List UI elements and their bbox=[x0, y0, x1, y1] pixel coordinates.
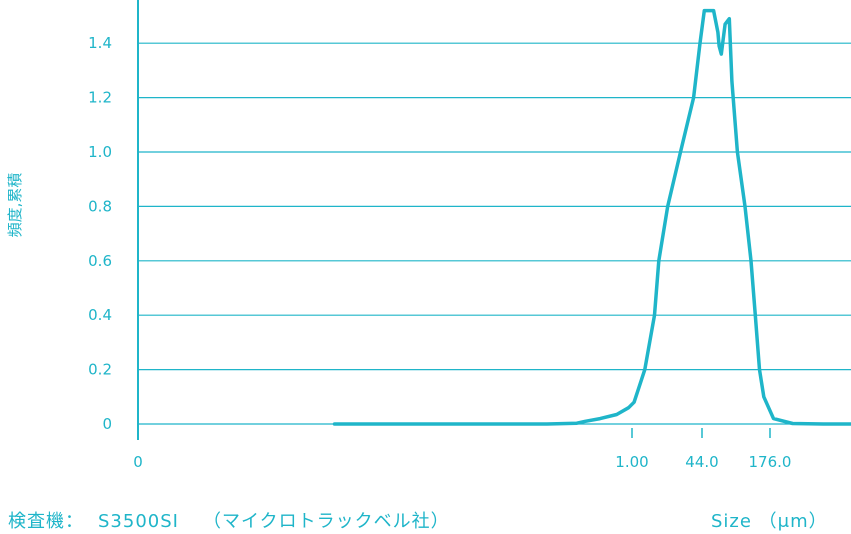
x-tick-label: 0 bbox=[133, 453, 143, 471]
tick-labels: 0 0.2 0.4 0.6 0.8 1.0 1.2 1.4 0 1.00 44.0 176.0 bbox=[88, 34, 791, 471]
instrument-model: S3500SI bbox=[98, 511, 179, 532]
y-tick-label: 0.6 bbox=[88, 252, 112, 270]
y-tick-label: 0 bbox=[102, 415, 112, 433]
instrument-label: 検査機： bbox=[8, 511, 84, 532]
x-tick-label: 176.0 bbox=[749, 453, 792, 471]
x-axis-label: Size （μm） bbox=[711, 511, 828, 532]
y-tick-label: 0.8 bbox=[88, 197, 112, 215]
y-tick-label: 1.4 bbox=[88, 34, 112, 52]
x-tick-marks bbox=[631, 428, 771, 438]
y-tick-label: 0.4 bbox=[88, 306, 112, 324]
instrument-maker: （マイクロトラックベル社） bbox=[202, 511, 450, 532]
instrument-note: 検査機： S3500SI （マイクロトラックベル社） bbox=[8, 507, 450, 533]
y-axis-label: 頻度,累積 bbox=[6, 173, 24, 238]
y-tick-label: 0.2 bbox=[88, 361, 112, 379]
x-tick-label: 1.00 bbox=[615, 453, 648, 471]
grid-lines bbox=[138, 42, 851, 425]
x-tick-label: 44.0 bbox=[685, 453, 718, 471]
series-line bbox=[332, 8, 851, 426]
y-tick-label: 1.2 bbox=[88, 89, 112, 107]
y-tick-label: 1.0 bbox=[88, 143, 112, 161]
